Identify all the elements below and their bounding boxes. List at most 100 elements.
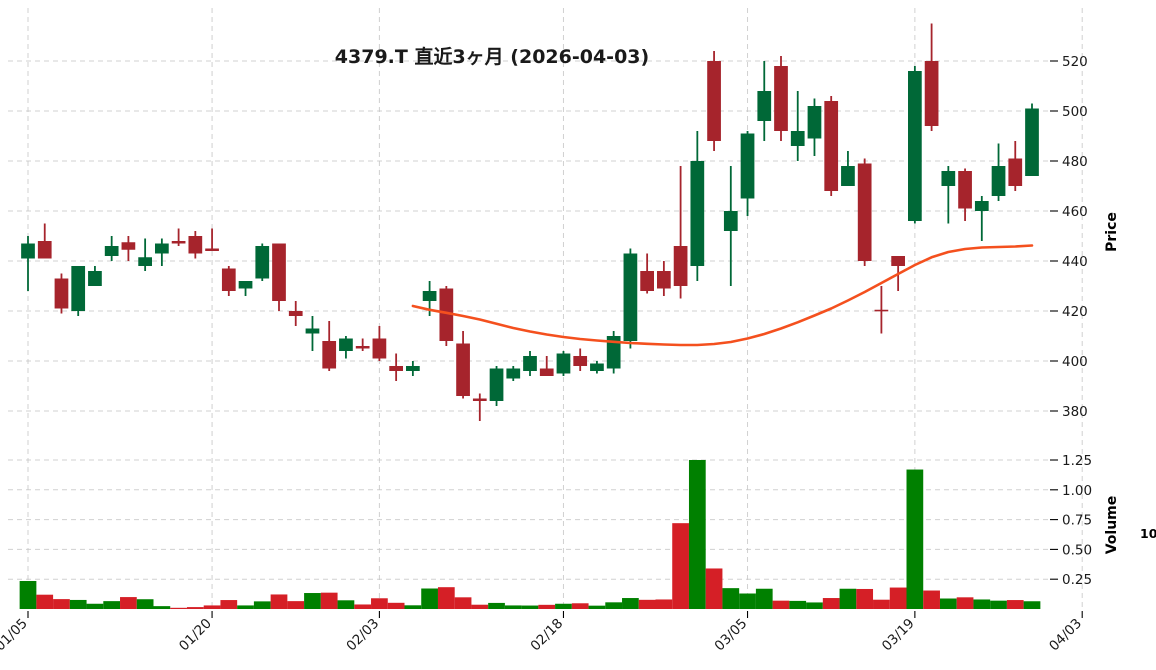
price-tick-label: 500 [1062,104,1088,120]
volume-bar [772,600,790,609]
candle-body-up [305,328,320,334]
candlesticks [21,23,1039,421]
volume-axis: 0.25 0.50 0.75 1.00 1.25 Volume 10⁶ [1050,453,1156,588]
volume-bar [923,590,940,609]
grid-lines [8,8,1083,618]
volume-bar [672,523,689,609]
candle-body-down [958,171,972,209]
candle-body-up [723,211,738,231]
candle-body-up [255,246,270,279]
candle-body-down [707,61,721,141]
candle-body-down [640,271,654,291]
volume-bar [638,599,656,609]
price-tick-label: 520 [1062,54,1088,70]
volume-bar [504,605,522,609]
candle-body-down [874,309,889,312]
date-tick-label: 03/19 [879,616,918,655]
volume-bar [739,593,756,609]
volume-bar [1023,601,1041,609]
candle-body-up [21,243,35,259]
candle-body-up [757,91,772,121]
candle-body-down [389,366,403,371]
volume-bar [153,606,171,609]
candle-body-down [924,61,939,126]
volume-bar [839,588,857,609]
candle-body-up [238,281,253,289]
volume-bar [19,580,37,609]
candle-body-up [807,106,822,139]
volume-bar [354,604,372,609]
candle-body-up [991,166,1006,196]
candle-body-up [556,353,571,374]
volume-bar [86,603,104,609]
candle-body-down [439,288,454,341]
candle-body-up [71,266,86,311]
volume-axis-label: Volume [1104,496,1120,555]
volume-bar [755,588,773,609]
volume-bar [605,602,623,609]
chart-title: 4379.T 直近3ヶ月 (2026-04-03) [335,45,649,68]
volume-bar [170,607,187,609]
volume-bar [571,603,589,609]
date-tick-label: 04/03 [1046,616,1085,655]
candle-body-up [506,368,521,379]
volume-bar [371,598,388,609]
price-tick-label: 480 [1062,154,1088,170]
volume-bar [555,603,572,609]
volume-bar [220,600,238,609]
chart-title-text: 4379.T 直近3ヶ月 (2026-04-03) [335,45,649,68]
volume-bar [588,605,606,609]
candle-body-down [857,163,872,261]
volume-bar [404,605,422,609]
candle-body-up [1025,108,1039,176]
candle-body-down [673,246,688,286]
volume-bar [521,605,539,609]
volume-bar [655,599,673,609]
candle-body-down [288,311,303,316]
candle-body-up [155,243,169,254]
date-tick-label: 03/05 [712,616,751,655]
volume-tick-label: 1.00 [1062,483,1092,499]
volume-bar [103,601,121,609]
volume-bar [1006,600,1024,609]
volume-bar [705,568,723,609]
x-axis: 01/05 01/20 02/03 02/18 03/05 03/19 04/03 [0,616,1085,655]
candle-body-down [54,278,69,309]
candle-body-up [523,356,537,371]
volume-bar [454,597,472,609]
volume-bar [622,598,639,609]
volume-bar [889,587,907,609]
volume-bar [822,598,840,609]
candle-body-down [171,241,186,244]
volume-bar [136,599,154,609]
volume-bar [53,599,70,609]
candle-body-down [539,368,554,376]
date-tick-label: 02/03 [343,616,382,655]
volume-bars [19,460,1041,609]
candle-body-down [121,242,136,250]
candle-body-down [221,268,236,291]
volume-bar [906,469,924,609]
volume-bar [421,588,438,609]
price-tick-label: 420 [1062,304,1088,320]
volume-bar [856,588,874,609]
candle-body-down [891,256,905,266]
volume-tick-label: 0.75 [1062,513,1092,529]
volume-tick-label: 1.25 [1062,453,1092,469]
volume-bar [203,605,221,609]
candle-body-up [623,253,638,341]
volume-bar [186,607,204,609]
price-tick-label: 380 [1062,404,1088,420]
candle-body-up [339,338,353,351]
volume-tick-label: 0.50 [1062,542,1092,558]
volume-tick-label: 0.25 [1062,572,1092,588]
price-tick-label: 440 [1062,254,1088,270]
candle-body-down [188,236,203,254]
candle-body-up [974,201,989,211]
volume-bar [990,600,1007,609]
candle-body-up [841,166,855,186]
moving-average-path [411,244,1034,347]
